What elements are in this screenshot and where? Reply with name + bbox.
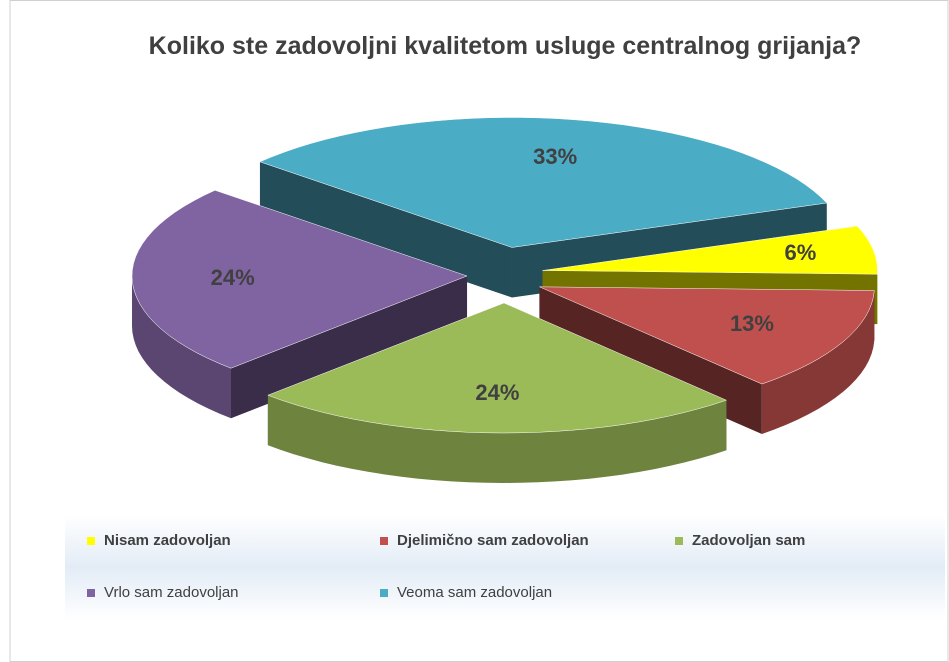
slice-side: [230, 275, 468, 419]
legend-label: Veoma sam zadovoljan: [397, 584, 552, 601]
legend-box: [65, 515, 945, 620]
slice-side: [259, 161, 512, 298]
legend-label: Zadovoljan sam: [692, 532, 805, 549]
slice-wall: [267, 395, 727, 483]
legend-marker: [87, 537, 95, 545]
slice: [539, 286, 875, 385]
slice-wall: [132, 276, 231, 419]
legend-marker: [675, 537, 683, 545]
legend-marker: [87, 589, 95, 597]
data-label: 24%: [211, 265, 255, 290]
slice: [131, 190, 468, 369]
legend-label: Vrlo sam zadovoljan: [104, 584, 239, 601]
data-label: 13%: [730, 311, 774, 336]
slice-wall: [761, 290, 875, 434]
slice: [267, 302, 728, 434]
chart-title: Koliko ste zadovoljni kvalitetom usluge …: [148, 32, 862, 60]
legend-label: Djelimično sam zadovoljan: [397, 532, 589, 549]
data-label: 33%: [533, 144, 577, 169]
pie: 6% 13% 24% 24% 33%: [131, 117, 878, 483]
data-label: 6%: [785, 240, 817, 265]
legend: Nisam zadovoljan Djelimično sam zadovolja…: [87, 532, 805, 601]
legend-marker: [380, 537, 388, 545]
slice: [259, 117, 828, 248]
legend-label: Nisam zadovoljan: [104, 532, 231, 549]
slice: [542, 225, 878, 275]
legend-marker: [380, 589, 388, 597]
data-label: 24%: [475, 380, 519, 405]
